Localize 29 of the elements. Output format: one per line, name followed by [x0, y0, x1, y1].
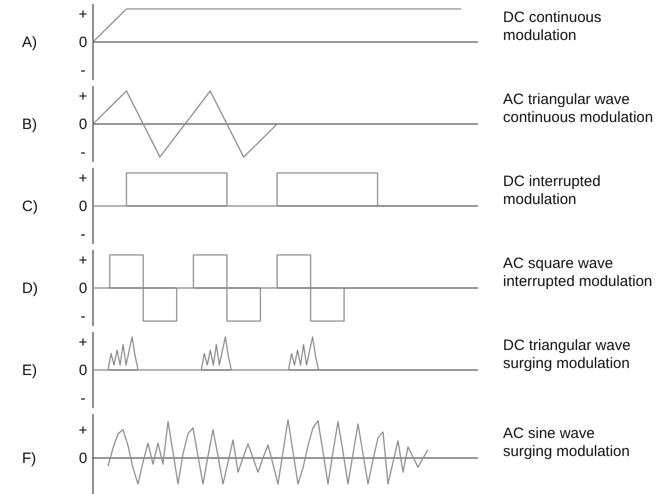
text: B): [22, 116, 38, 133]
text: +: [78, 88, 88, 105]
text: -: [80, 390, 86, 407]
text: C): [22, 198, 38, 215]
text: AC square wave interrupted modulation: [503, 255, 652, 290]
text: DC continuous modulation: [503, 9, 602, 44]
text: -: [80, 308, 86, 325]
text: 0: [78, 280, 88, 297]
text: +: [78, 334, 88, 351]
text: D): [22, 280, 38, 297]
text: DC interrupted modulation: [503, 173, 601, 208]
text: -: [80, 62, 86, 79]
text: 0: [78, 116, 88, 133]
text: +: [78, 170, 88, 187]
text: -: [80, 226, 86, 243]
text: +: [78, 6, 88, 23]
text: F): [22, 450, 36, 467]
text: 0: [78, 198, 88, 215]
text: AC triangular wave continuous modulation: [503, 91, 654, 126]
text: 0: [78, 362, 88, 379]
text: -: [80, 144, 86, 161]
text: 0: [78, 34, 88, 51]
text: E): [22, 362, 38, 379]
text: A): [22, 34, 38, 51]
text: +: [78, 422, 88, 439]
text: DC triangular wave surging modulation: [503, 337, 631, 372]
text: +: [78, 252, 88, 269]
text: 0: [78, 450, 88, 467]
text: AC sine wave surging modulation: [503, 425, 630, 460]
